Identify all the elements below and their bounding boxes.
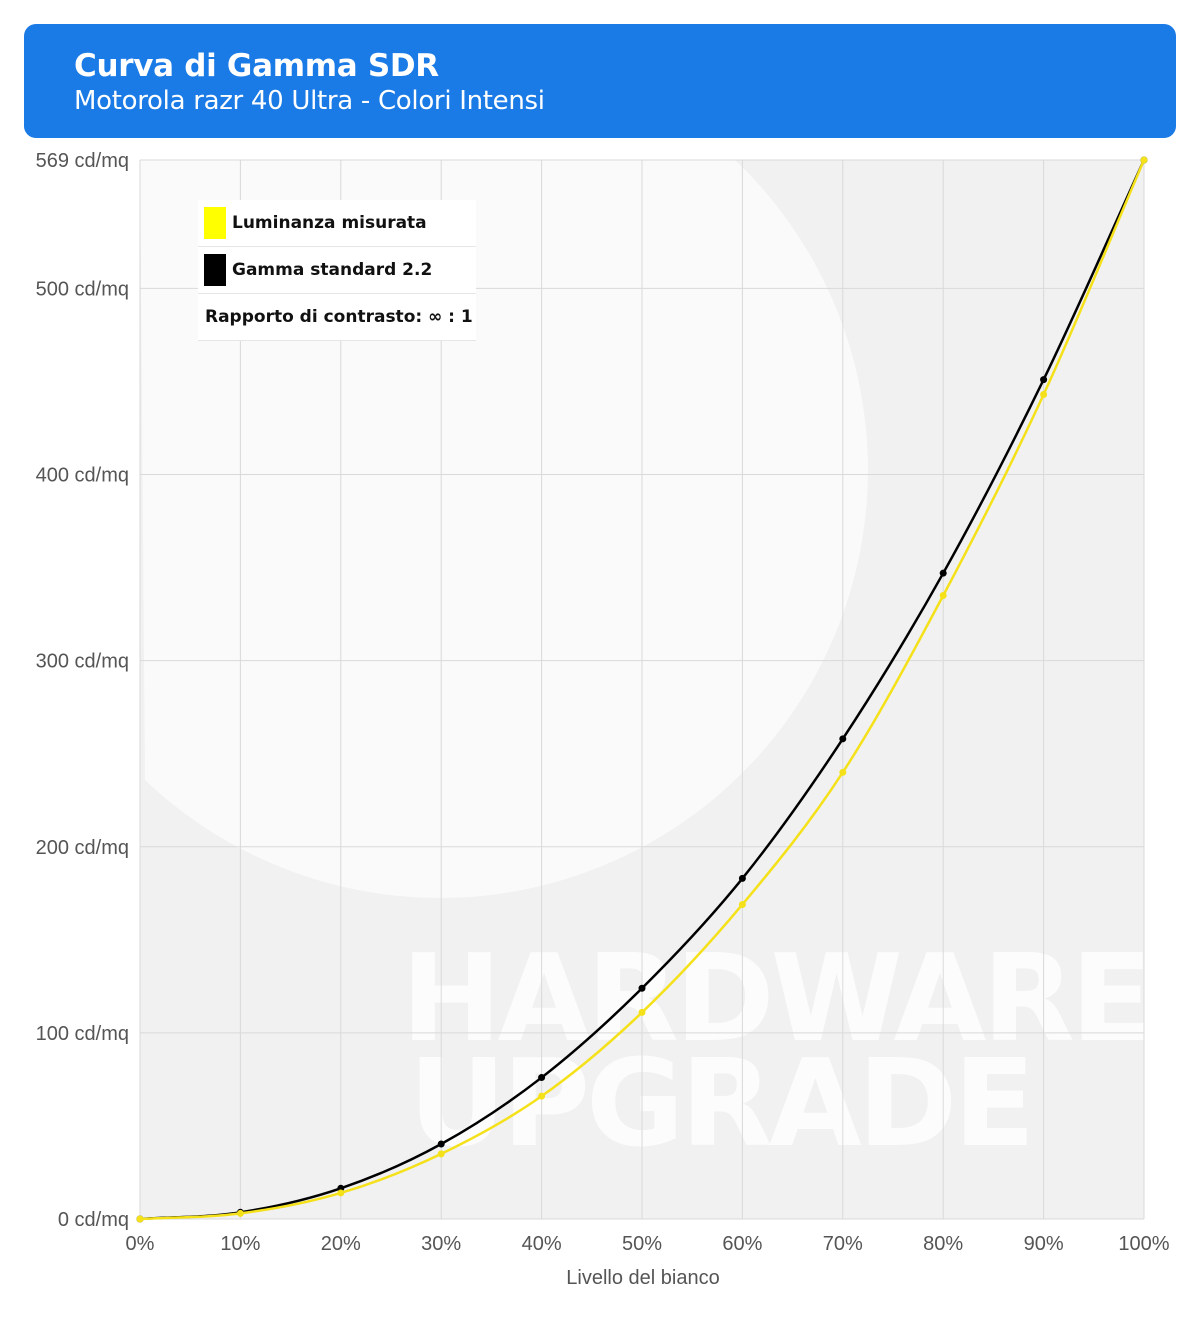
chart-subtitle: Motorola razr 40 Ultra - Colori Intensi <box>74 86 545 116</box>
data-point-gamma <box>538 1074 546 1082</box>
x-tick-label: 20% <box>321 1233 361 1255</box>
watermark-line-2: UPGRADE <box>409 1035 1032 1174</box>
data-point-measured <box>136 1215 144 1223</box>
x-tick-label: 10% <box>220 1233 260 1255</box>
y-tick-label: 300 cd/mq <box>36 651 129 673</box>
data-point-gamma <box>638 984 646 992</box>
data-point-measured <box>1040 391 1048 399</box>
chart-header: Curva di Gamma SDR Motorola razr 40 Ultr… <box>24 24 1176 138</box>
x-tick-label: 100% <box>1118 1233 1169 1255</box>
data-point-measured <box>236 1209 244 1217</box>
y-tick-label: 400 cd/mq <box>36 465 129 487</box>
y-tick-label: 100 cd/mq <box>36 1023 129 1045</box>
data-point-measured <box>939 592 947 600</box>
data-point-gamma <box>939 569 947 577</box>
legend-item-gamma: Gamma standard 2.2 <box>198 247 476 294</box>
legend-item-measured: Luminanza misurata <box>198 200 476 247</box>
y-tick-label: 200 cd/mq <box>36 837 129 859</box>
legend-label-measured: Luminanza misurata <box>232 213 427 233</box>
background-shape <box>140 160 868 898</box>
x-tick-label: 40% <box>522 1233 562 1255</box>
x-tick-label: 30% <box>421 1233 461 1255</box>
x-tick-label: 50% <box>622 1233 662 1255</box>
chart-legend: Luminanza misurata Gamma standard 2.2 Ra… <box>198 200 476 341</box>
y-tick-label: 500 cd/mq <box>36 278 129 300</box>
data-point-measured <box>839 768 847 776</box>
data-point-measured <box>538 1092 546 1100</box>
data-point-measured <box>1140 156 1148 164</box>
data-point-gamma <box>437 1140 445 1148</box>
legend-label-gamma: Gamma standard 2.2 <box>232 260 433 280</box>
chart-title: Curva di Gamma SDR <box>74 48 439 84</box>
data-point-gamma <box>1040 376 1048 384</box>
data-point-gamma <box>839 735 847 743</box>
x-tick-label: 90% <box>1024 1233 1064 1255</box>
data-point-gamma <box>738 874 746 882</box>
data-point-measured <box>337 1189 345 1197</box>
data-point-measured <box>437 1150 445 1158</box>
legend-swatch-measured <box>204 207 226 239</box>
x-tick-label: 70% <box>823 1233 863 1255</box>
contrast-ratio-text: Rapporto di contrasto: ∞ : 1 <box>205 307 473 327</box>
x-tick-label: 80% <box>923 1233 963 1255</box>
data-point-measured <box>638 1008 646 1016</box>
legend-swatch-gamma <box>204 254 226 286</box>
y-tick-label: 0 cd/mq <box>58 1209 129 1231</box>
watermark-line-1: HARDWARE <box>401 930 1149 1069</box>
x-tick-label: 0% <box>126 1233 155 1255</box>
y-tick-label: 569 cd/mq <box>36 150 129 172</box>
contrast-ratio-row: Rapporto di contrasto: ∞ : 1 <box>198 294 476 341</box>
data-point-measured <box>738 900 746 908</box>
x-tick-label: 60% <box>722 1233 762 1255</box>
x-axis-label: Livello del bianco <box>566 1267 719 1289</box>
